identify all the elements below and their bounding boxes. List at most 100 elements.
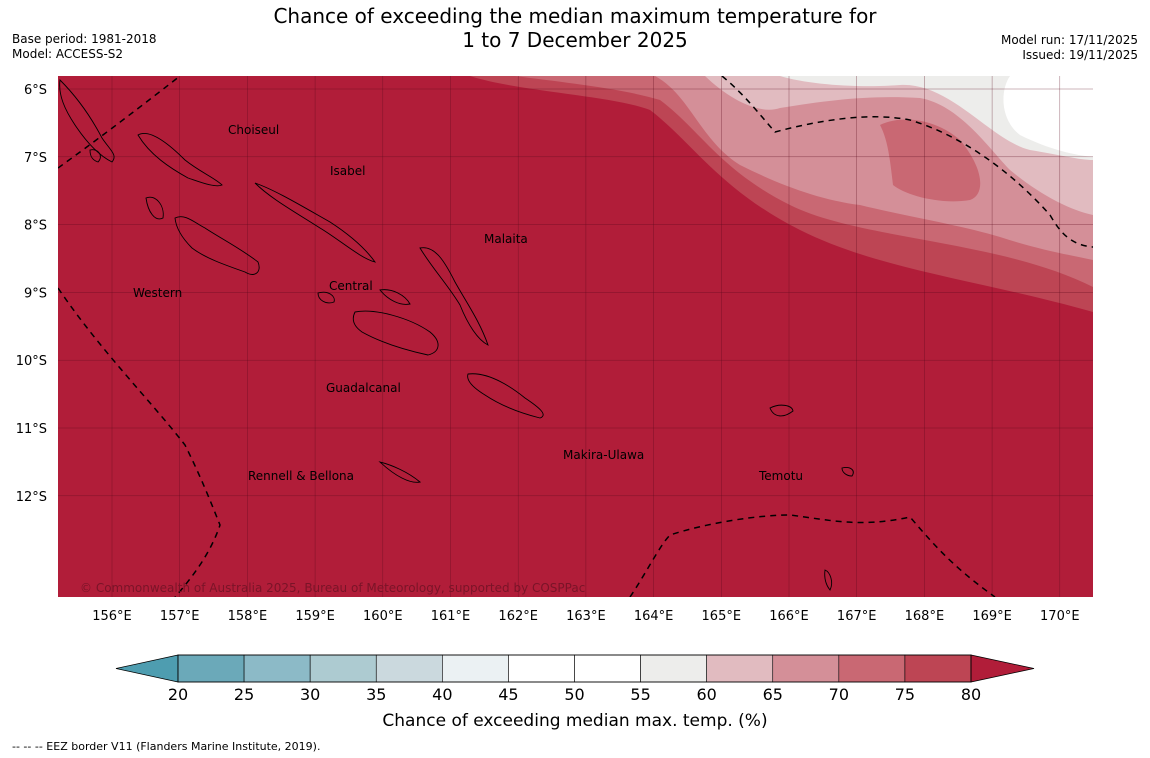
colorbar-cell: [640, 654, 707, 683]
label-western: Western: [133, 286, 182, 300]
colorbar-tick-label: 60: [696, 685, 716, 704]
title-line-2: 1 to 7 December 2025: [462, 28, 688, 52]
island-new-georgia: [174, 216, 260, 275]
colorbar-tick-label: 65: [763, 685, 783, 704]
colorbar-frame: [177, 654, 972, 683]
colorbar-tick-label: 50: [564, 685, 584, 704]
graticule: [58, 76, 1093, 597]
label-choiseul: Choiseul: [228, 123, 279, 137]
lat-label: 11°S: [16, 422, 47, 437]
island-isabel: [254, 182, 377, 263]
band-70-75-patch: [880, 119, 981, 202]
island-choiseul: [137, 133, 223, 187]
lon-label: 161°E: [431, 609, 471, 624]
model-name: Model: ACCESS-S2: [12, 47, 124, 61]
lon-label: 163°E: [566, 609, 606, 624]
eez-north-east: [721, 76, 1093, 248]
colorbar-high-arrow: [970, 654, 1035, 683]
lon-label: 169°E: [972, 609, 1012, 624]
colorbar-tick-label: 40: [432, 685, 452, 704]
longitude-labels: 156°E 157°E 158°E 159°E 160°E 161°E 162°E 163°E…: [92, 609, 1079, 624]
title-line-1: Chance of exceeding the median maximum t…: [273, 4, 877, 28]
lon-label: 165°E: [702, 609, 742, 624]
colorbar-cell: [177, 654, 245, 683]
label-guadalcanal: Guadalcanal: [326, 381, 401, 395]
colorbar-cell: [508, 654, 575, 683]
colorbar-tick-label: 35: [366, 685, 386, 704]
label-central: Central: [329, 279, 373, 293]
island-tikopia: [824, 569, 833, 591]
colorbar-tick-label: 25: [234, 685, 254, 704]
lon-label: 164°E: [634, 609, 674, 624]
lat-label: 7°S: [24, 151, 47, 166]
model-run: Model run: 17/11/2025: [1000, 33, 1138, 47]
lon-label: 167°E: [837, 609, 877, 624]
label-temotu: Temotu: [758, 469, 803, 483]
colorbar: 20 25 30 35 40 45 50 55 60 65 70 75 80 Chance of exc…: [115, 654, 1035, 731]
lon-label: 160°E: [363, 609, 403, 624]
island-outlines: [59, 79, 854, 591]
lat-label: 12°S: [16, 490, 47, 505]
latitude-labels: 6°S 7°S 8°S 9°S 10°S 11°S 12°S: [16, 83, 47, 505]
island-rennell: [378, 461, 422, 483]
island-makira: [467, 373, 544, 419]
colorbar-cell: [243, 654, 311, 683]
island-shortland: [89, 149, 101, 163]
colorbar-tick-label: 70: [829, 685, 849, 704]
colorbar-tick-label: 55: [630, 685, 650, 704]
band-below-55: [1003, 76, 1093, 157]
lat-label: 8°S: [24, 219, 47, 234]
lon-label: 156°E: [92, 609, 132, 624]
label-makira-ulawa: Makira-Ulawa: [563, 448, 644, 462]
island-guadalcanal: [352, 310, 439, 356]
lon-label: 166°E: [769, 609, 809, 624]
colorbar-label: Chance of exceeding median max. temp. (%…: [382, 711, 767, 731]
base-period: Base period: 1981-2018: [12, 32, 157, 46]
label-malaita: Malaita: [484, 232, 528, 246]
colorbar-low-arrow: [115, 654, 179, 683]
lat-label: 6°S: [24, 83, 47, 98]
lat-label: 9°S: [24, 286, 47, 301]
label-rennell-bellona: Rennell & Bellona: [248, 469, 354, 483]
eez-borders: [58, 76, 1093, 597]
colorbar-cell: [375, 654, 443, 683]
colorbar-tick-label: 80: [961, 685, 981, 704]
colorbar-cell: [904, 654, 972, 683]
lon-label: 157°E: [160, 609, 200, 624]
eez-south: [629, 514, 996, 597]
lon-label: 168°E: [905, 609, 945, 624]
island-temotu-south: [841, 467, 854, 477]
eez-footnote: -- -- -- EEZ border V11 (Flanders Marine…: [12, 740, 321, 753]
eez-north-west: [58, 76, 181, 169]
meta-left: Base period: 1981-2018 Model: ACCESS-S2: [12, 32, 157, 62]
lon-label: 159°E: [295, 609, 335, 624]
lat-label: 10°S: [16, 354, 47, 369]
copyright-text: © Commonwealth of Australia 2025, Bureau…: [80, 581, 585, 595]
issued-date: Issued: 19/11/2025: [1022, 48, 1138, 62]
lon-label: 158°E: [228, 609, 268, 624]
colorbar-cell: [772, 654, 840, 683]
colorbar-cell: [838, 654, 906, 683]
label-isabel: Isabel: [330, 164, 365, 178]
colorbar-tick-label: 30: [300, 685, 320, 704]
lon-label: 162°E: [498, 609, 538, 624]
province-labels: Choiseul Isabel Malaita Western Central …: [133, 123, 803, 483]
colorbar-cell: [442, 654, 509, 683]
meta-right: Model run: 17/11/2025 Issued: 19/11/2025: [1001, 33, 1138, 63]
map-area: Choiseul Isabel Malaita Western Central …: [58, 76, 1093, 597]
lon-label: 170°E: [1040, 609, 1080, 624]
island-bougainville: [59, 79, 115, 163]
colorbar-cell: [309, 654, 377, 683]
colorbar-tick-label: 75: [895, 685, 915, 704]
chart-title: Chance of exceeding the median maximum t…: [0, 4, 1150, 52]
island-russell: [379, 289, 411, 305]
colorbar-tick-label: 45: [498, 685, 518, 704]
island-santa-cruz: [769, 404, 794, 417]
island-florida: [317, 291, 335, 304]
colorbar-cell: [706, 654, 774, 683]
island-malaita: [419, 247, 489, 346]
island-vella: [145, 196, 164, 220]
colorbar-cell: [574, 654, 641, 683]
colorbar-tick-label: 20: [168, 685, 188, 704]
